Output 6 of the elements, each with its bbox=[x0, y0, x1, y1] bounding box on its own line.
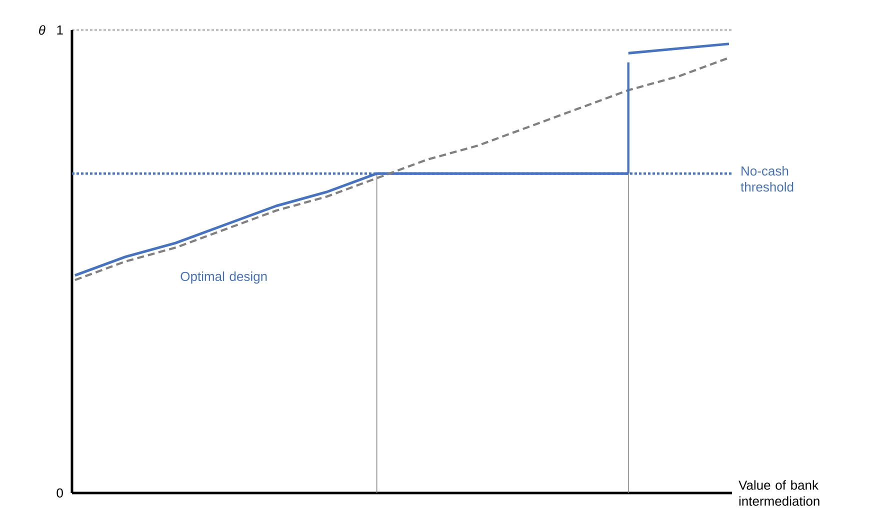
y-tick-label: 0 bbox=[56, 488, 63, 498]
y-tick-label: 1 bbox=[57, 26, 63, 34]
text: Optimal design bbox=[180, 272, 267, 284]
x-axis-title: Value of bank intermediation bbox=[738, 480, 820, 506]
y-axis-title: θ bbox=[39, 25, 46, 35]
ref-line-label: No-cash threshold bbox=[740, 166, 794, 192]
